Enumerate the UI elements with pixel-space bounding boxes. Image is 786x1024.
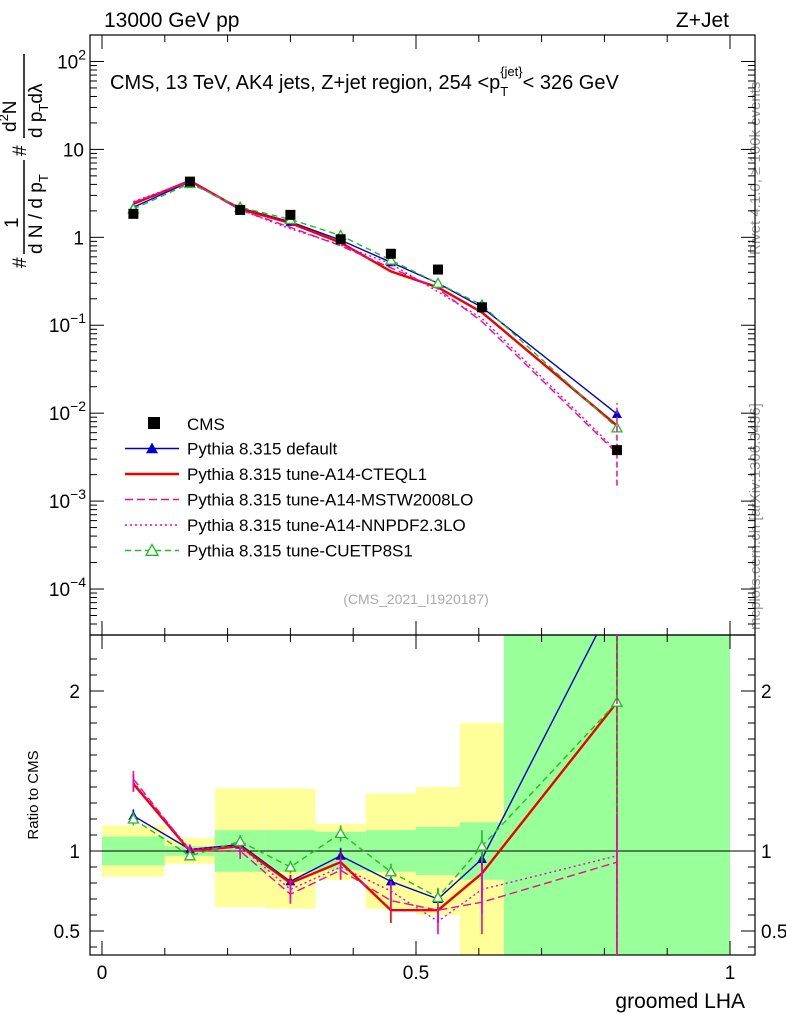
marker-s4-5 bbox=[384, 253, 397, 265]
y-label-hash-2: # bbox=[10, 145, 31, 156]
data-point-4 bbox=[335, 234, 346, 245]
y-label-dp: d p bbox=[26, 112, 47, 138]
y-tick-label-0: 10−4 bbox=[49, 574, 86, 601]
axis-ticks: 0 0.5 1 10−4 10−3 10−2 10−1 1 10 102 0.5 0.5 1 1 2 2 bbox=[49, 34, 786, 984]
data-point-3 bbox=[285, 209, 296, 220]
chart-title-sub: T bbox=[500, 84, 508, 99]
ratio-marker-s4-0 bbox=[127, 812, 140, 824]
legend-label-2: Pythia 8.315 tune-A14-MSTW2008LO bbox=[187, 491, 473, 510]
series-curves bbox=[127, 176, 624, 955]
ratio-marker-s4-3 bbox=[284, 860, 297, 872]
chart-title: CMS, 13 TeV, AK4 jets, Z+jet region, 254… bbox=[110, 64, 619, 99]
data-point-7 bbox=[476, 302, 487, 313]
y-tick-label-6: 102 bbox=[57, 46, 86, 73]
ratio-marker-s4-1 bbox=[183, 849, 197, 861]
main-line-series-2 bbox=[133, 180, 618, 454]
data-point-6 bbox=[432, 264, 443, 275]
y-label-dlambda: dλ bbox=[26, 83, 47, 104]
ratio-tick-label-left-1: 1 bbox=[69, 842, 80, 863]
x-tick-label-1: 0.5 bbox=[403, 963, 429, 984]
y-axis-label: # 1 d N / d pT # d2N d pTdλ bbox=[0, 54, 51, 268]
ratio-panel-frame bbox=[89, 634, 756, 956]
legend: CMS Pythia 8.315 default Pythia 8.315 tune… bbox=[125, 415, 473, 561]
header-energy-label: 13000 GeV pp bbox=[104, 9, 239, 32]
analysis-tag: (CMS_2021_I1920187) bbox=[343, 591, 489, 607]
legend-label-4: Pythia 8.315 tune-CUETP8S1 bbox=[187, 542, 413, 561]
ratio-marker-s0-8 bbox=[612, 590, 622, 599]
ratio-marker-s4-2 bbox=[234, 835, 247, 847]
main-line-series-1 bbox=[132, 179, 618, 427]
y-label-sub-t-1: T bbox=[36, 174, 51, 182]
ratio-line-series-4 bbox=[133, 701, 618, 899]
y-label-hash-1: # bbox=[10, 257, 31, 268]
y-tick-label-2: 10−2 bbox=[49, 398, 86, 425]
legend-label-1: Pythia 8.315 tune-A14-CTEQL1 bbox=[187, 465, 427, 484]
y-label-n: N bbox=[0, 100, 21, 114]
svg-text:#: # bbox=[10, 257, 31, 268]
svg-text:d pTdλ: d pTdλ bbox=[26, 83, 51, 138]
data-point-1 bbox=[184, 176, 195, 187]
data-point-5 bbox=[385, 248, 396, 259]
ratio-y-axis-label: Ratio to CMS bbox=[25, 750, 42, 839]
x-tick-label-2: 1 bbox=[725, 963, 736, 984]
main-line-series-4 bbox=[133, 182, 618, 429]
y-label-sup-2: 2 bbox=[0, 114, 11, 121]
header-process-label: Z+Jet bbox=[676, 9, 729, 32]
y-label-d: d bbox=[0, 121, 21, 132]
chart-title-tail: < 326 GeV bbox=[523, 72, 620, 94]
ratio-marker-s4-7 bbox=[475, 839, 489, 851]
y-tick-label-5: 10 bbox=[63, 140, 84, 161]
ratio-band-group bbox=[102, 635, 730, 955]
ratio-tick-label-right-1: 1 bbox=[761, 842, 772, 863]
data-point-8 bbox=[611, 445, 622, 456]
y-label-dn-dpt: d N / d p bbox=[26, 182, 47, 254]
y-label-sub-t-2: T bbox=[36, 104, 51, 112]
axes-frames bbox=[89, 34, 756, 956]
data-point-0 bbox=[128, 208, 139, 219]
data-point-2 bbox=[235, 204, 246, 215]
svg-text:d2N: d2N bbox=[0, 100, 21, 132]
ratio-tick-label-right-0: 0.5 bbox=[761, 922, 786, 943]
legend-marker-cms bbox=[148, 417, 160, 429]
ratio-marker-s4-6 bbox=[431, 891, 445, 903]
svg-text:d N / d pT: d N / d pT bbox=[26, 174, 51, 254]
ratio-marker-s4-4 bbox=[334, 827, 347, 839]
y-tick-label-3: 10−1 bbox=[49, 310, 86, 337]
ratio-marker-s4-5 bbox=[384, 865, 397, 877]
legend-label-cms: CMS bbox=[187, 415, 225, 434]
legend-marker-4 bbox=[144, 543, 160, 556]
x-axis-label: groomed LHA bbox=[615, 990, 745, 1013]
ratio-tick-label-left-2: 2 bbox=[69, 682, 80, 703]
ratio-curves bbox=[127, 590, 624, 955]
y-label-one: 1 bbox=[2, 217, 23, 228]
chart-title-main: CMS, 13 TeV, AK4 jets, Z+jet region, 254… bbox=[110, 72, 500, 94]
chart-title-sup: {jet} bbox=[500, 64, 523, 79]
x-tick-label-0: 0 bbox=[97, 963, 108, 984]
ratio-tick-label-right-2: 2 bbox=[761, 682, 772, 703]
marker-s4-6 bbox=[431, 276, 445, 288]
ratio-tick-label-left-0: 0.5 bbox=[54, 922, 80, 943]
main-line-series-3 bbox=[133, 180, 618, 452]
data-points bbox=[128, 176, 622, 456]
y-tick-label-4: 1 bbox=[73, 228, 84, 249]
legend-label-0: Pythia 8.315 default bbox=[187, 440, 338, 459]
legend-label-3: Pythia 8.315 tune-A14-NNPDF2.3LO bbox=[187, 516, 466, 535]
ratio-marker-s0-5 bbox=[385, 876, 396, 886]
y-tick-label-1: 10−3 bbox=[49, 486, 86, 513]
legend-marker-0 bbox=[146, 442, 158, 454]
